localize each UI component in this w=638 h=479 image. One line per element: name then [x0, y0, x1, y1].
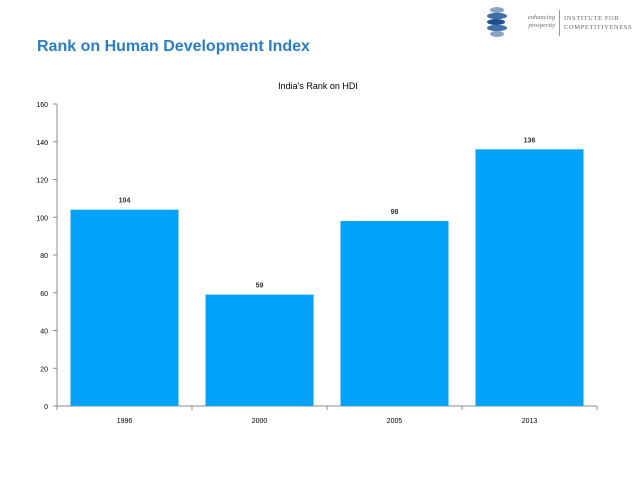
bar: [70, 209, 179, 406]
logo-org-line1: Institute for: [564, 15, 620, 22]
y-tick-label: 20: [40, 366, 48, 373]
data-label: 136: [524, 137, 536, 144]
swirl-logo-icon: [487, 7, 507, 37]
logo-tagline-line2: prosperity: [528, 22, 555, 29]
x-tick-label: 2013: [522, 418, 538, 425]
institute-logo: enhancing prosperity Institute for Compe…: [480, 2, 632, 40]
data-label: 59: [256, 283, 264, 290]
y-tick-label: 60: [40, 291, 48, 298]
bar: [205, 294, 314, 406]
chart-bars: 104 59 98 136: [70, 137, 584, 407]
logo-org-line2: Competitiveness: [564, 24, 633, 31]
logo-tagline-line1: enhancing: [527, 14, 555, 21]
y-tick-label: 40: [40, 329, 48, 336]
logo-divider: [559, 10, 560, 36]
logo-org-name: Institute for Competitiveness: [564, 14, 634, 32]
data-label: 104: [119, 198, 131, 205]
y-tick-label: 140: [36, 140, 48, 147]
x-tick-label: 2000: [252, 418, 268, 425]
y-tick-label: 80: [40, 253, 48, 260]
y-tick-label: 120: [36, 178, 48, 185]
chart-title: India's Rank on HDI: [278, 81, 358, 91]
y-tick-label: 100: [36, 215, 48, 222]
y-tick-label: 0: [44, 404, 48, 411]
data-label: 98: [391, 209, 399, 216]
x-tick-label: 2005: [387, 418, 403, 425]
bar: [340, 221, 449, 406]
y-tick-label: 160: [36, 102, 48, 109]
slide-title: Rank on Human Development Index: [37, 38, 310, 55]
bar: [475, 149, 584, 407]
logo-tagline: enhancing prosperity: [515, 14, 555, 30]
x-tick-label: 1996: [117, 418, 133, 425]
